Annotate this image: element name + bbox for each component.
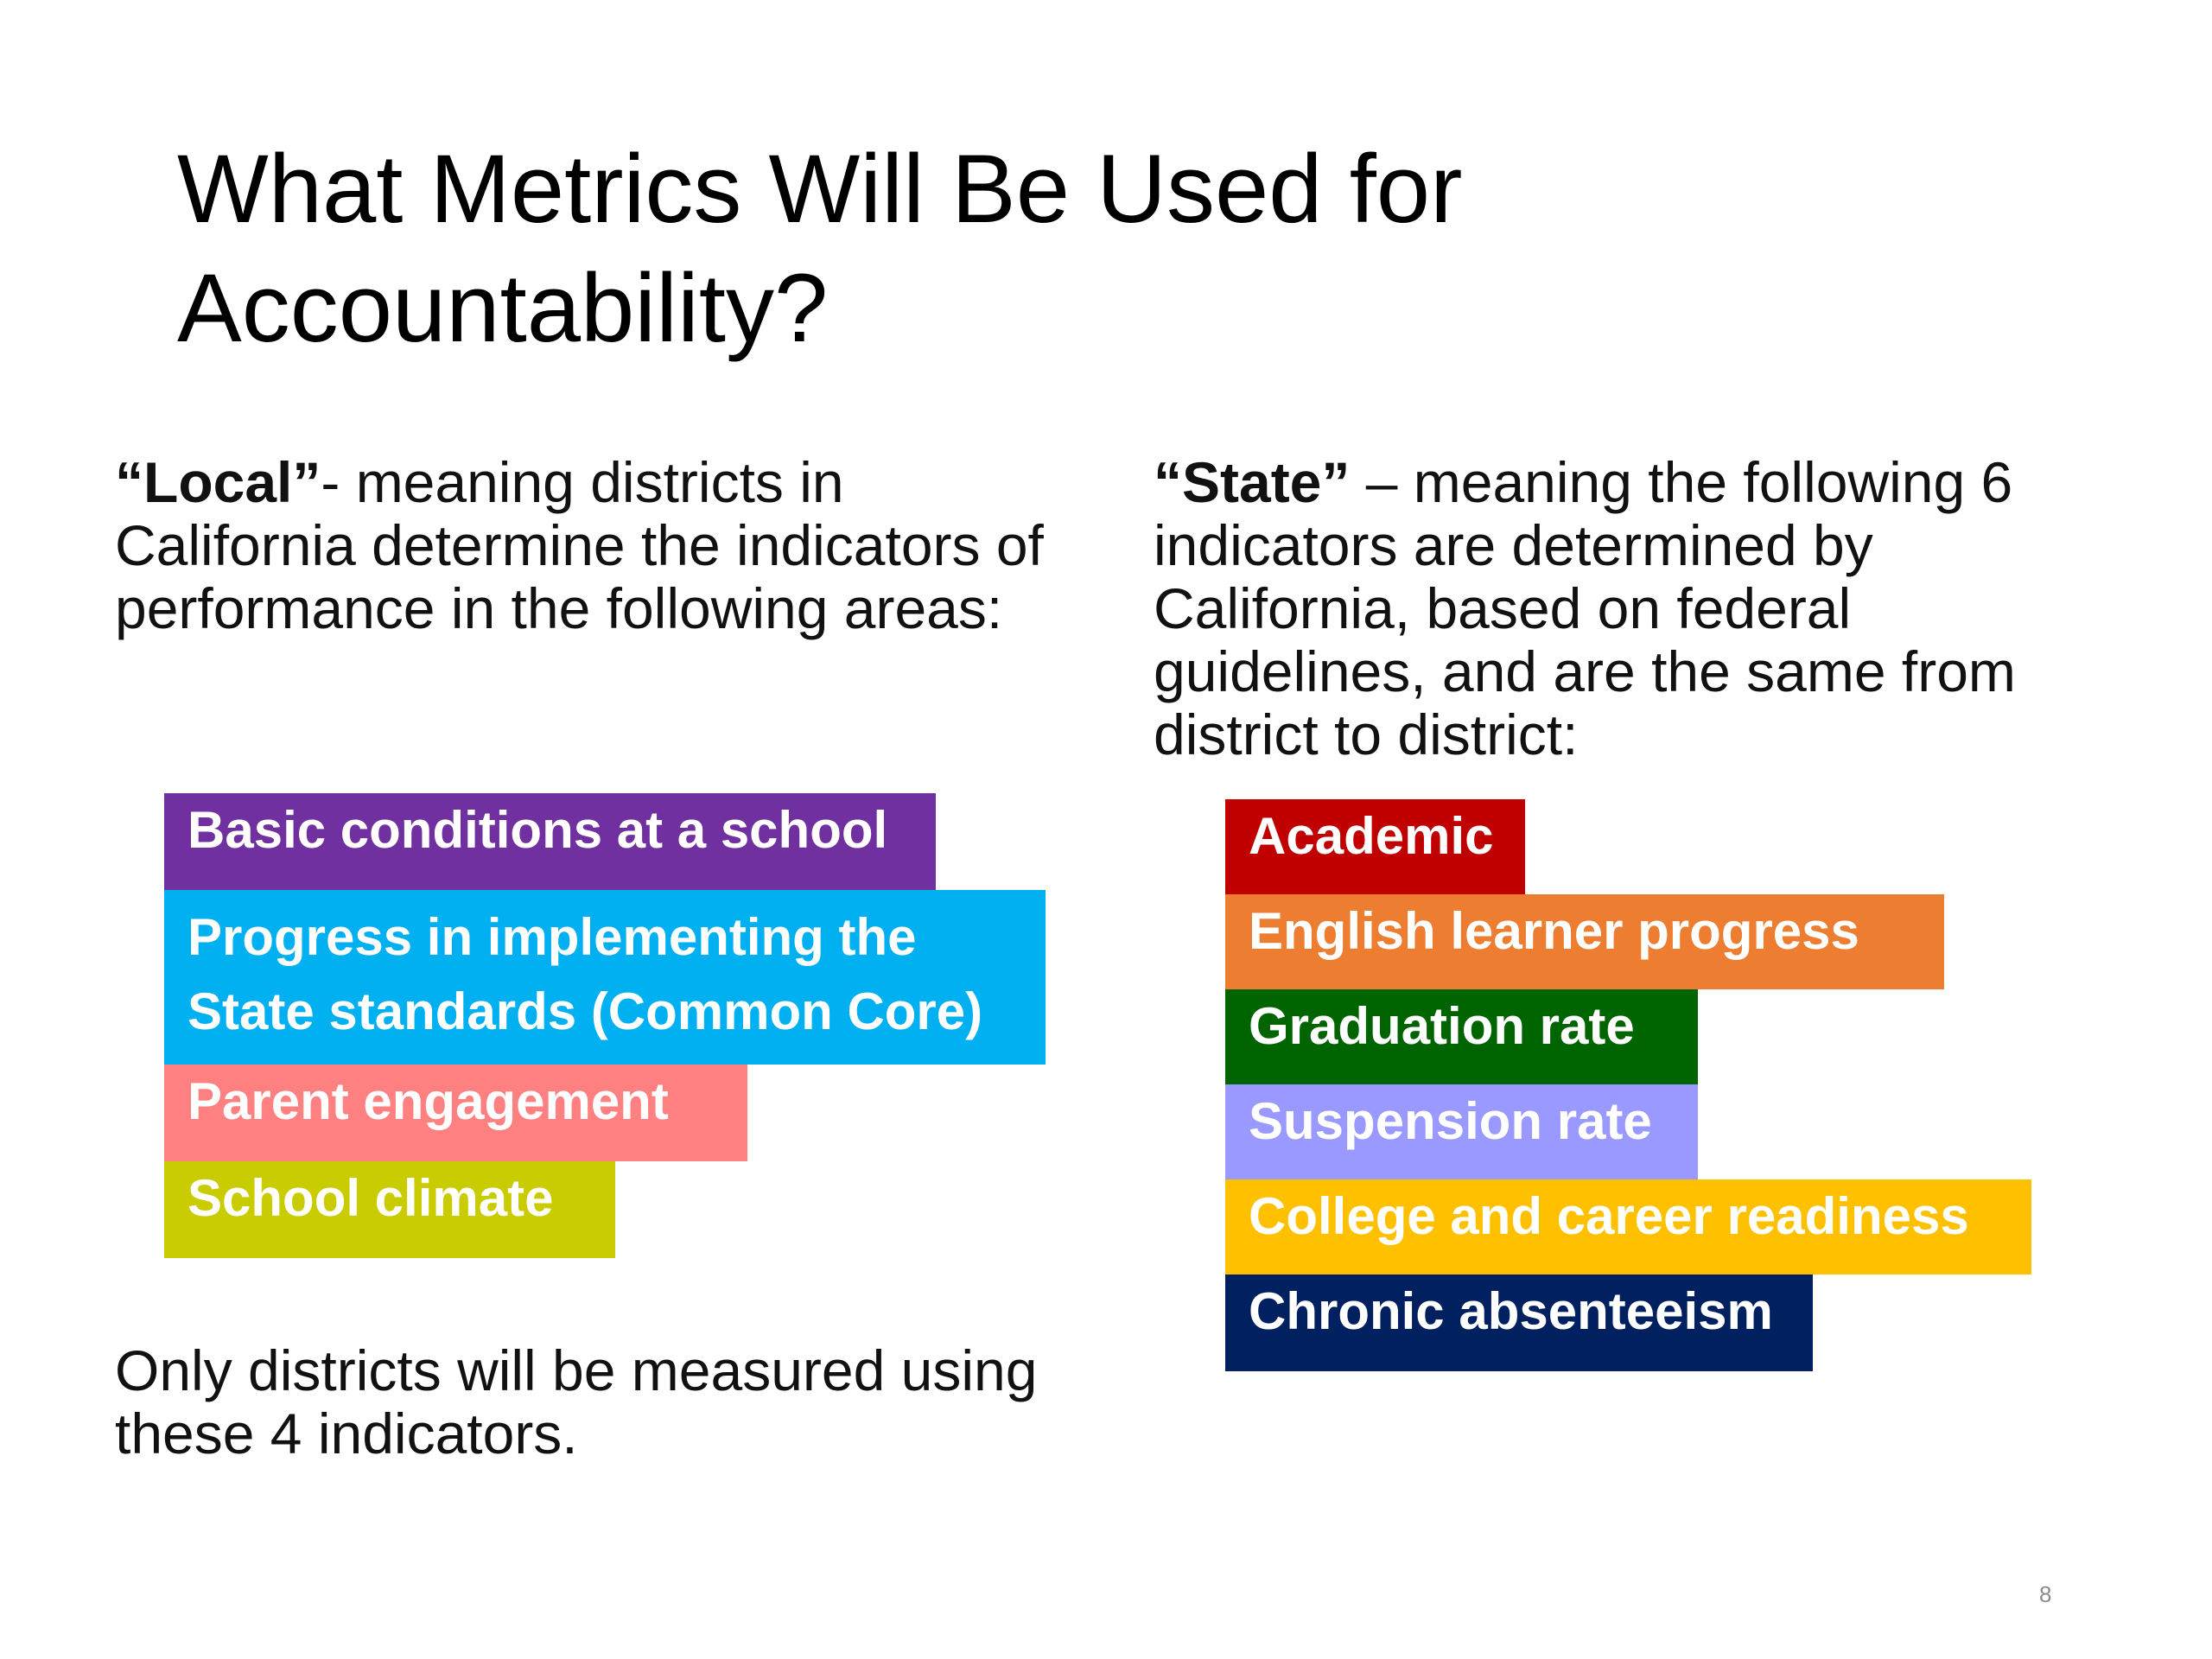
local-tag-school-climate: School climate — [164, 1161, 615, 1258]
local-intro-text: - meaning districts in California determ… — [115, 450, 1044, 640]
local-footer: Only districts will be measured using th… — [115, 1338, 1038, 1465]
local-intro: “Local”- meaning districts in California… — [115, 451, 1065, 640]
state-tag-academic: Academic — [1225, 799, 1525, 894]
state-tag-english-learner: English learner progress — [1225, 894, 1944, 989]
state-heading: “State” — [1154, 450, 1351, 514]
state-intro-text: – meaning the following 6 indicators are… — [1154, 450, 2016, 766]
state-tag-chronic-absenteeism: Chronic absenteeism — [1225, 1274, 1813, 1371]
local-tag-parent-engagement: Parent engagement — [164, 1065, 747, 1161]
local-tag-basic-conditions: Basic conditions at a school — [164, 793, 936, 890]
state-tag-suspension-rate: Suspension rate — [1225, 1084, 1698, 1179]
state-tag-graduation-rate: Graduation rate — [1225, 989, 1698, 1084]
state-intro: “State” – meaning the following 6 indica… — [1154, 451, 2121, 766]
page-number: 8 — [2039, 1581, 2052, 1607]
local-tag-state-standards: Progress in implementing the State stand… — [164, 890, 1046, 1065]
slide-title: What Metrics Will Be Used for Accountabi… — [177, 135, 1463, 362]
state-tag-college-career: College and career readiness — [1225, 1179, 2031, 1274]
local-heading: “Local” — [115, 450, 321, 514]
